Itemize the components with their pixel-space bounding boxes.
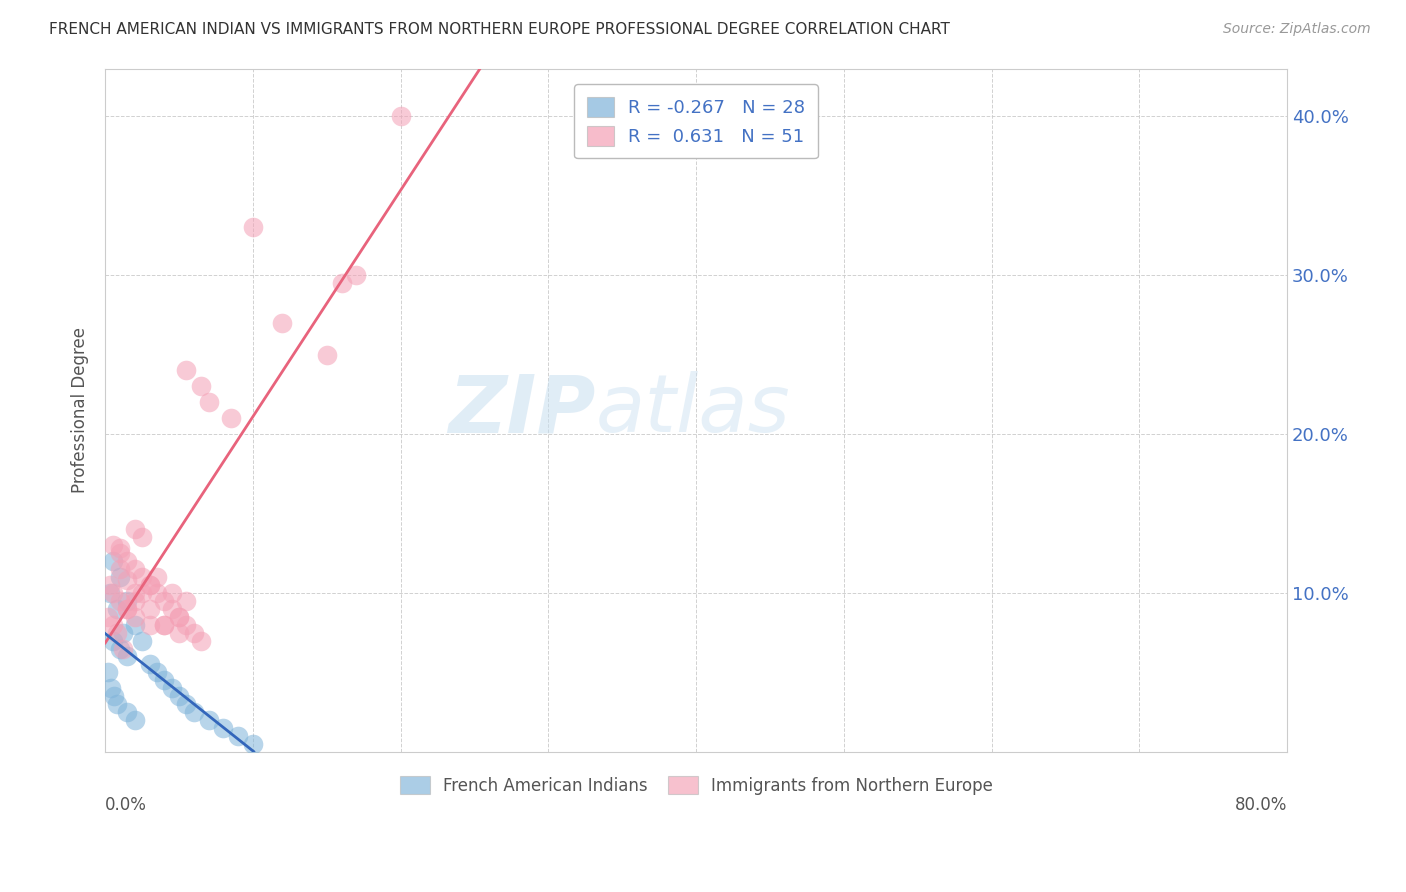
- Point: [108, 541, 131, 556]
- Point: [124, 562, 146, 576]
- Point: [153, 617, 176, 632]
- Point: [330, 276, 353, 290]
- Point: [176, 594, 198, 608]
- Point: [117, 705, 139, 719]
- Point: [146, 570, 169, 584]
- Point: [219, 411, 242, 425]
- Point: [97, 665, 120, 680]
- Point: [160, 681, 183, 696]
- Point: [344, 268, 367, 282]
- Point: [146, 586, 169, 600]
- Point: [131, 530, 153, 544]
- Text: atlas: atlas: [596, 371, 790, 450]
- Point: [124, 617, 146, 632]
- Point: [117, 602, 139, 616]
- Point: [315, 347, 337, 361]
- Point: [131, 586, 153, 600]
- Point: [117, 602, 139, 616]
- Point: [167, 609, 190, 624]
- Point: [98, 586, 121, 600]
- Point: [167, 690, 190, 704]
- Point: [190, 633, 212, 648]
- Point: [117, 573, 139, 587]
- Point: [97, 609, 120, 624]
- Text: Source: ZipAtlas.com: Source: ZipAtlas.com: [1223, 22, 1371, 37]
- Point: [111, 625, 134, 640]
- Point: [242, 220, 264, 235]
- Point: [100, 681, 122, 696]
- Point: [176, 617, 198, 632]
- Point: [212, 721, 235, 735]
- Point: [138, 602, 160, 616]
- Point: [108, 570, 131, 584]
- Point: [197, 395, 219, 409]
- Point: [98, 578, 121, 592]
- Point: [117, 594, 139, 608]
- Text: ZIP: ZIP: [449, 371, 596, 450]
- Point: [138, 578, 160, 592]
- Point: [138, 578, 160, 592]
- Point: [111, 641, 134, 656]
- Point: [131, 633, 153, 648]
- Point: [117, 554, 139, 568]
- Point: [226, 729, 249, 743]
- Point: [101, 538, 124, 552]
- Point: [183, 705, 205, 719]
- Point: [124, 586, 146, 600]
- Point: [108, 546, 131, 560]
- Point: [124, 609, 146, 624]
- Point: [167, 609, 190, 624]
- Point: [242, 737, 264, 751]
- Point: [190, 379, 212, 393]
- Point: [167, 625, 190, 640]
- Point: [138, 617, 160, 632]
- Point: [105, 625, 128, 640]
- Point: [101, 586, 124, 600]
- Point: [176, 363, 198, 377]
- Point: [183, 625, 205, 640]
- Point: [124, 522, 146, 536]
- Text: 0.0%: 0.0%: [105, 797, 148, 814]
- Text: 80.0%: 80.0%: [1234, 797, 1286, 814]
- Point: [101, 633, 124, 648]
- Point: [197, 713, 219, 727]
- Point: [153, 617, 176, 632]
- Point: [160, 602, 183, 616]
- Point: [103, 690, 125, 704]
- Point: [153, 594, 176, 608]
- Text: FRENCH AMERICAN INDIAN VS IMMIGRANTS FROM NORTHERN EUROPE PROFESSIONAL DEGREE CO: FRENCH AMERICAN INDIAN VS IMMIGRANTS FRO…: [49, 22, 950, 37]
- Point: [138, 657, 160, 672]
- Point: [124, 594, 146, 608]
- Point: [117, 649, 139, 664]
- Point: [108, 594, 131, 608]
- Point: [105, 697, 128, 711]
- Point: [101, 617, 124, 632]
- Point: [176, 697, 198, 711]
- Point: [131, 570, 153, 584]
- Point: [101, 554, 124, 568]
- Point: [153, 673, 176, 688]
- Point: [108, 641, 131, 656]
- Point: [146, 665, 169, 680]
- Point: [160, 586, 183, 600]
- Point: [271, 316, 294, 330]
- Legend: French American Indians, Immigrants from Northern Europe: French American Indians, Immigrants from…: [392, 770, 1000, 802]
- Point: [389, 109, 412, 123]
- Point: [105, 602, 128, 616]
- Point: [124, 713, 146, 727]
- Y-axis label: Professional Degree: Professional Degree: [72, 327, 89, 493]
- Point: [108, 562, 131, 576]
